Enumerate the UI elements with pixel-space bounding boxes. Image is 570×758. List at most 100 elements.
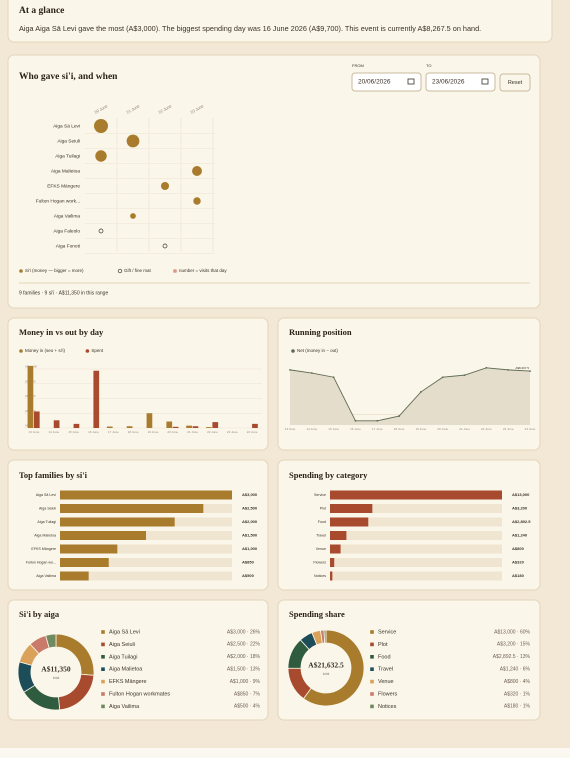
row-label: Fulton Hogan work... xyxy=(36,198,80,204)
bar xyxy=(166,421,173,428)
row-label: Aiga Fonoti xyxy=(56,243,80,249)
legend-label: Aiga Seiuli xyxy=(109,642,135,648)
category-label: Fulton Hogan wo... xyxy=(26,560,56,564)
legend-swatch xyxy=(370,630,374,634)
category-label: Aiga Seiuli xyxy=(39,506,56,510)
value-label: A$3,200 xyxy=(512,506,528,511)
date-value: 20/06/2026 xyxy=(358,79,391,86)
bar xyxy=(146,413,153,428)
category-label: Aiga Malietoa xyxy=(34,533,56,537)
point xyxy=(376,419,379,422)
category-label: Aiga Vailima xyxy=(36,574,56,578)
legend-swatch xyxy=(370,642,374,647)
bar xyxy=(93,370,100,428)
legend-label: Fulton Hogan workmates xyxy=(109,691,170,697)
bar xyxy=(206,427,212,428)
x-tick-label: 23 June xyxy=(503,427,514,431)
category-label: Food xyxy=(318,520,326,524)
date-input[interactable] xyxy=(351,72,422,92)
value-label: A$2,500 · 22% xyxy=(227,642,261,648)
card-title: Who gave si'i, and when xyxy=(19,72,118,82)
x-tick-label: 20 June xyxy=(167,430,178,434)
legend-label: Aiga Sā Levi xyxy=(109,629,140,635)
row-label: EFKS Māngere xyxy=(47,183,80,189)
x-tick-label: 15 June xyxy=(328,427,339,431)
x-tick-label: 24 June xyxy=(247,430,258,434)
value-label: A$1,000 xyxy=(242,546,258,551)
field-label: FROM xyxy=(352,63,364,68)
bar-track xyxy=(60,558,232,567)
bar-track xyxy=(330,558,502,567)
value-label: A$320 · 1% xyxy=(504,691,531,697)
legend-swatch xyxy=(117,268,123,274)
bar xyxy=(60,544,118,554)
legend-swatch xyxy=(101,704,105,709)
footer-note: 9 families · 9 si'i · A$11,350 in this r… xyxy=(19,290,108,296)
value-label: A$3,000 · 26% xyxy=(227,629,261,635)
legend-label: Food xyxy=(378,654,391,660)
bubble xyxy=(192,166,202,176)
value-label: A$2,892.5 · 13% xyxy=(493,654,531,660)
row-label: Aiga Sā Levi xyxy=(53,123,80,129)
donut-slice xyxy=(323,629,327,644)
point xyxy=(420,391,422,393)
donut-slice xyxy=(302,629,365,707)
legend-label: Si'i (money — bigger = more) xyxy=(25,268,84,273)
legend-swatch xyxy=(370,667,374,671)
value-label: A$3,000 xyxy=(242,492,258,497)
point xyxy=(354,419,357,422)
legend-swatch xyxy=(291,349,295,353)
legend-swatch xyxy=(101,642,105,647)
x-tick-label: 16 June xyxy=(350,427,361,431)
card xyxy=(7,54,541,309)
point xyxy=(485,366,488,369)
value-label: A$320 xyxy=(512,560,525,565)
x-tick-label: 19 June xyxy=(416,427,427,431)
row-label: Aiga Tuilagi xyxy=(55,153,80,159)
x-tick-label: 16 June xyxy=(88,430,99,434)
category-label: Aiga Sā Levi xyxy=(36,493,56,497)
x-tick-label: 13 June xyxy=(285,427,296,431)
bar xyxy=(252,423,258,428)
value-label: A$1,240 xyxy=(512,533,528,538)
value-label: A$1,000 · 9% xyxy=(230,679,261,685)
legend-swatch xyxy=(19,269,23,273)
donut-slice xyxy=(45,633,57,649)
value-label: A$13,000 xyxy=(512,492,530,497)
legend-label: Travel xyxy=(378,667,393,673)
value-label: A$800 xyxy=(512,546,525,551)
legend-label: Service xyxy=(378,629,396,635)
category-label: Flowers xyxy=(313,560,326,564)
category-label: Aiga Tuilagi xyxy=(37,520,56,524)
legend-swatch xyxy=(101,667,105,671)
point xyxy=(310,372,313,374)
legend-label: Spent xyxy=(91,348,104,353)
legend-swatch xyxy=(370,692,374,696)
category-label: Venue xyxy=(316,547,326,551)
x-tick-label: 24 June xyxy=(525,427,536,431)
x-tick-label: 18 June xyxy=(394,427,405,431)
value-label: A$2,000 xyxy=(242,519,258,524)
bar xyxy=(330,504,373,513)
bar xyxy=(60,490,232,500)
category-label: Travel xyxy=(316,533,326,537)
summary-text: Aiga Aiga Sā Levi gave the most (A$3,000… xyxy=(19,24,481,33)
date-value: 23/06/2026 xyxy=(432,79,465,86)
legend-label: Money in (seo + si'i) xyxy=(25,348,66,353)
row-label: Aiga Malietoa xyxy=(51,168,80,174)
legend-swatch xyxy=(173,269,177,273)
bar-track xyxy=(330,517,502,527)
point xyxy=(332,376,335,379)
x-tick-label: 14 June xyxy=(306,427,317,431)
x-tick-label: 13 June xyxy=(29,430,40,434)
reset-button[interactable] xyxy=(499,73,531,92)
date-input[interactable] xyxy=(425,72,496,92)
column-label: 22 June xyxy=(158,103,173,115)
x-tick-label: 15 June xyxy=(68,430,79,434)
legend-label: Gift / fine mat xyxy=(124,268,152,273)
button-label: Reset xyxy=(508,80,523,86)
gift-marker xyxy=(162,243,168,249)
bubble xyxy=(160,181,170,191)
value-label: A$2,500 xyxy=(242,506,258,511)
